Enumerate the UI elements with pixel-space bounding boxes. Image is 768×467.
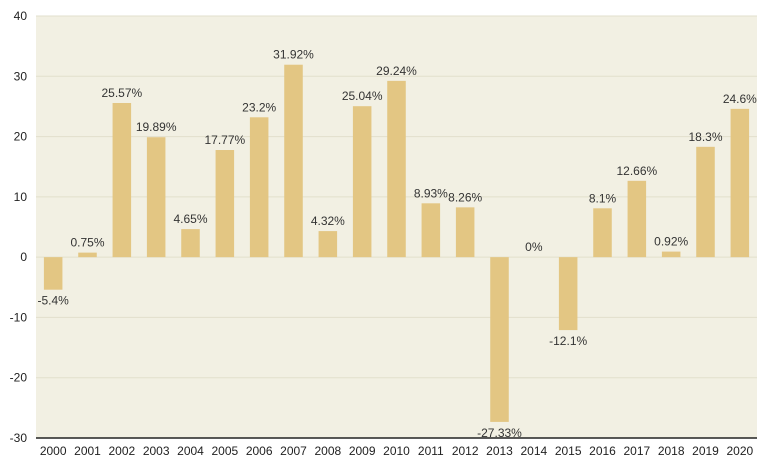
x-tick-label: 2009 <box>349 444 376 458</box>
bar-2015 <box>558 257 578 331</box>
y-tick-label: 20 <box>14 130 28 144</box>
x-tick-label: 2010 <box>383 444 410 458</box>
x-tick-label: 2002 <box>108 444 135 458</box>
y-tick-label: 30 <box>14 69 28 83</box>
data-label-2010: 29.24% <box>376 64 417 78</box>
data-labels: -5.4% 0.75% 25.57% 19.89% 4.65% 17.77% 23.2% 31… <box>37 48 757 440</box>
data-label-2011: 8.93% <box>414 186 448 200</box>
data-label-2009: 25.04% <box>342 89 383 103</box>
bar-2012 <box>455 207 475 258</box>
y-tick-label: -20 <box>10 371 28 385</box>
x-tick-label: 2003 <box>143 444 170 458</box>
data-label-2008: 4.32% <box>311 214 345 228</box>
data-label-2004: 4.65% <box>173 212 207 226</box>
bar-2007 <box>284 64 303 258</box>
bar-2003 <box>146 137 166 258</box>
data-label-2016: 8.1% <box>589 191 617 205</box>
y-tick-label: 40 <box>14 9 28 23</box>
x-tick-label: 2001 <box>74 444 101 458</box>
data-label-2020: 24.6% <box>723 92 757 106</box>
data-label-2001: 0.75% <box>70 236 104 250</box>
x-tick-label: 2012 <box>452 444 479 458</box>
x-tick-label: 2017 <box>623 444 650 458</box>
bar-2013 <box>490 257 509 422</box>
bar-2017 <box>627 180 647 258</box>
bar-2005 <box>215 150 235 258</box>
y-axis: 40 30 20 10 0 -10 -20 -30 <box>10 9 28 445</box>
bar-2018 <box>661 251 681 258</box>
data-label-2007: 31.92% <box>273 48 314 62</box>
y-tick-label: -10 <box>10 310 28 324</box>
x-tick-label: 2014 <box>520 444 547 458</box>
bar-2002 <box>112 102 132 258</box>
x-tick-label: 2007 <box>280 444 307 458</box>
data-label-2014: 0% <box>525 240 543 254</box>
bar-2008 <box>318 231 338 258</box>
data-label-2012: 8.26% <box>448 190 482 204</box>
bar-2001 <box>78 252 97 258</box>
x-tick-label: 2000 <box>40 444 67 458</box>
x-tick-label: 2018 <box>658 444 685 458</box>
data-label-2006: 23.2% <box>242 100 276 114</box>
y-tick-label: 0 <box>20 250 27 264</box>
bar-2019 <box>696 146 715 258</box>
data-label-2019: 18.3% <box>688 130 722 144</box>
x-tick-label: 2011 <box>418 444 444 458</box>
data-label-2000: -5.4% <box>37 294 69 308</box>
bar-2006 <box>249 117 269 258</box>
bars <box>43 64 750 422</box>
data-label-2015: -12.1% <box>549 334 587 348</box>
data-label-2017: 12.66% <box>616 164 657 178</box>
x-tick-label: 2006 <box>246 444 273 458</box>
bar-2000 <box>43 257 63 290</box>
x-tick-label: 2005 <box>211 444 238 458</box>
data-label-2005: 17.77% <box>204 133 245 147</box>
data-label-2002: 25.57% <box>101 86 142 100</box>
y-tick-label: -30 <box>10 431 28 445</box>
bar-2010 <box>387 80 406 258</box>
data-label-2003: 19.89% <box>136 120 177 134</box>
x-tick-label: 2013 <box>486 444 513 458</box>
x-axis: 2000 2001 2002 2003 2004 2005 2006 2007 2008 2009… <box>36 437 757 458</box>
y-tick-label: 10 <box>14 190 28 204</box>
bar-2011 <box>421 203 441 258</box>
x-tick-label: 2019 <box>692 444 719 458</box>
x-tick-label: 2004 <box>177 444 204 458</box>
bar-2004 <box>181 229 200 258</box>
data-label-2018: 0.92% <box>654 235 688 249</box>
x-tick-label: 2020 <box>726 444 753 458</box>
bar-2020 <box>730 108 750 258</box>
data-label-2013: -27.33% <box>477 426 522 440</box>
bar-2016 <box>593 208 612 258</box>
x-tick-label: 2015 <box>555 444 582 458</box>
bar-2009 <box>352 106 372 258</box>
x-tick-label: 2008 <box>314 444 341 458</box>
x-tick-label: 2016 <box>589 444 616 458</box>
